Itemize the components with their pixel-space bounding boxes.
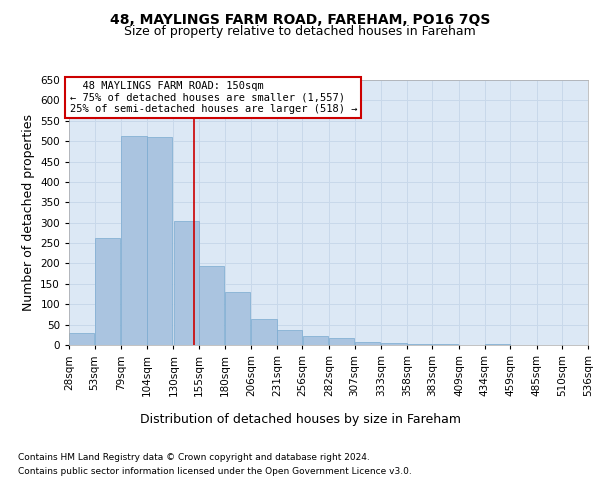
Text: 48 MAYLINGS FARM ROAD: 150sqm
← 75% of detached houses are smaller (1,557)
25% o: 48 MAYLINGS FARM ROAD: 150sqm ← 75% of d… <box>70 81 357 114</box>
Bar <box>251 320 277 345</box>
Bar <box>95 238 120 345</box>
Text: Contains HM Land Registry data © Crown copyright and database right 2024.: Contains HM Land Registry data © Crown c… <box>18 452 370 462</box>
Bar <box>302 336 328 345</box>
Bar <box>199 266 224 345</box>
Bar <box>382 342 407 345</box>
Text: Contains public sector information licensed under the Open Government Licence v3: Contains public sector information licen… <box>18 468 412 476</box>
Bar <box>147 137 172 345</box>
Bar <box>485 344 510 345</box>
Bar <box>121 136 146 345</box>
Bar <box>69 333 94 345</box>
Y-axis label: Number of detached properties: Number of detached properties <box>22 114 35 311</box>
Bar <box>225 292 250 345</box>
Text: Distribution of detached houses by size in Fareham: Distribution of detached houses by size … <box>139 412 461 426</box>
Text: 48, MAYLINGS FARM ROAD, FAREHAM, PO16 7QS: 48, MAYLINGS FARM ROAD, FAREHAM, PO16 7Q… <box>110 12 490 26</box>
Bar <box>329 338 355 345</box>
Bar <box>355 342 380 345</box>
Text: Size of property relative to detached houses in Fareham: Size of property relative to detached ho… <box>124 25 476 38</box>
Bar <box>173 220 199 345</box>
Bar <box>407 344 432 345</box>
Bar <box>433 344 458 345</box>
Bar <box>277 330 302 345</box>
